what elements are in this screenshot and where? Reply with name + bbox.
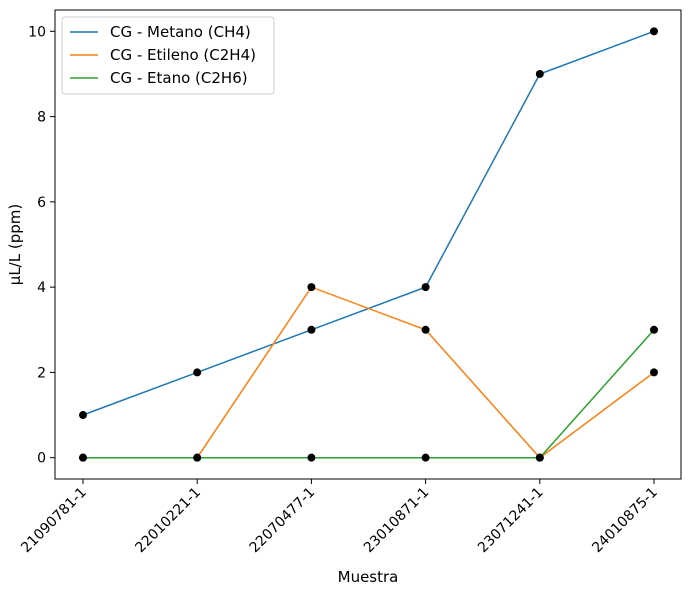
legend: CG - Metano (CH4) CG - Etileno (C2H4) CG -… <box>61 16 275 95</box>
data-point <box>79 453 87 462</box>
x-tick-label: 23010871-1 <box>361 485 433 557</box>
data-point <box>650 325 658 334</box>
x-axis-label: Muestra <box>338 568 399 586</box>
x-tick-label: 21090781-1 <box>18 485 90 557</box>
data-point <box>193 453 202 462</box>
legend-box <box>61 16 275 95</box>
plot-frame <box>54 9 682 480</box>
legend-label: CG - Etileno (C2H4) <box>110 46 256 64</box>
data-point <box>421 283 430 292</box>
y-tick-label: 0 <box>37 451 46 467</box>
x-tick-label: 24010875-1 <box>589 485 661 557</box>
data-point <box>307 325 316 334</box>
data-point <box>650 27 658 36</box>
data-point <box>421 325 430 334</box>
y-tick-label: 8 <box>37 110 46 126</box>
data-point <box>307 453 316 462</box>
data-point <box>535 453 544 462</box>
legend-label: CG - Metano (CH4) <box>110 23 251 41</box>
data-point <box>79 411 87 420</box>
data-point <box>421 453 430 462</box>
y-tick-label: 4 <box>37 280 46 296</box>
x-tick-label: 23071241-1 <box>475 485 547 557</box>
data-point <box>650 368 658 377</box>
data-point <box>535 69 544 78</box>
x-tick-label: 22010221-1 <box>132 485 204 557</box>
series-line-2 <box>83 286 655 459</box>
series-line-3 <box>83 329 655 459</box>
x-tick-label: 22070477-1 <box>247 485 319 557</box>
y-tick-label: 6 <box>37 195 46 211</box>
plot-area <box>79 27 658 462</box>
legend-label: CG - Etano (C2H6) <box>110 69 248 87</box>
y-axis-label: µL/L (ppm) <box>6 204 24 285</box>
data-point <box>307 283 316 292</box>
y-tick-label: 2 <box>37 365 46 381</box>
data-point <box>193 368 202 377</box>
y-tick-label: 10 <box>28 24 46 40</box>
